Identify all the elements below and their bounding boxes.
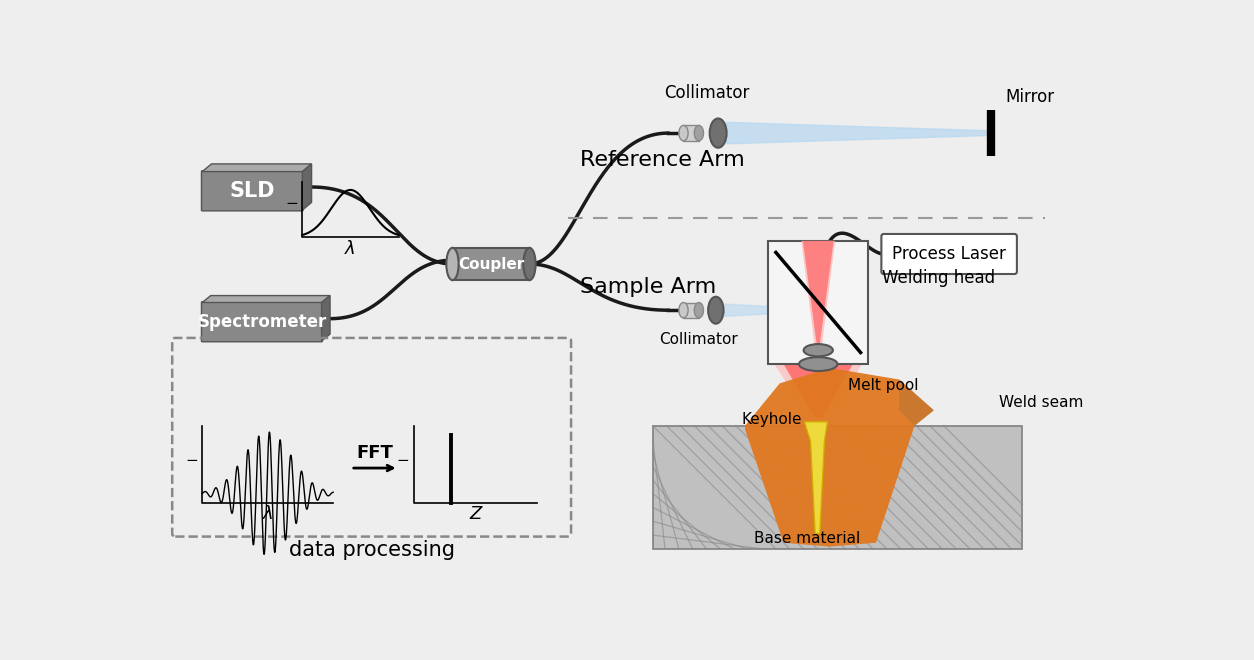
Text: Melt pool: Melt pool — [849, 378, 919, 393]
Polygon shape — [683, 302, 698, 318]
Text: Mirror: Mirror — [1006, 88, 1055, 106]
Ellipse shape — [446, 248, 459, 280]
Text: Keyhole: Keyhole — [742, 412, 803, 427]
Polygon shape — [202, 164, 311, 172]
Text: Process Laser: Process Laser — [892, 245, 1006, 263]
Text: data processing: data processing — [288, 541, 455, 560]
Text: Base material: Base material — [754, 531, 860, 546]
Polygon shape — [899, 379, 934, 426]
Polygon shape — [804, 422, 828, 533]
Polygon shape — [769, 241, 868, 364]
Polygon shape — [453, 248, 529, 280]
Text: λ: λ — [345, 240, 356, 257]
Ellipse shape — [678, 125, 688, 141]
Text: Reference Arm: Reference Arm — [579, 150, 745, 170]
Text: Collimator: Collimator — [660, 332, 739, 347]
FancyBboxPatch shape — [202, 302, 322, 342]
Text: Z: Z — [469, 506, 482, 523]
Polygon shape — [652, 426, 1022, 549]
Ellipse shape — [799, 357, 838, 371]
Ellipse shape — [695, 302, 703, 318]
Ellipse shape — [523, 248, 535, 280]
Polygon shape — [302, 164, 311, 210]
Polygon shape — [784, 364, 853, 418]
Polygon shape — [683, 125, 698, 141]
Ellipse shape — [709, 297, 724, 323]
Text: FFT: FFT — [356, 444, 394, 461]
Text: −: − — [396, 453, 410, 468]
Polygon shape — [726, 122, 992, 144]
Ellipse shape — [695, 125, 703, 141]
Polygon shape — [202, 296, 330, 302]
Polygon shape — [801, 241, 835, 344]
Text: −: − — [285, 196, 298, 211]
Text: Sample Arm: Sample Arm — [579, 277, 716, 297]
Text: Spectrometer: Spectrometer — [197, 313, 326, 331]
Text: −: − — [186, 453, 198, 468]
Text: SLD: SLD — [229, 181, 275, 201]
Text: λ: λ — [262, 506, 273, 523]
Polygon shape — [774, 364, 861, 418]
Ellipse shape — [710, 119, 726, 148]
Text: Collimator: Collimator — [663, 84, 750, 102]
Polygon shape — [724, 304, 769, 316]
Polygon shape — [321, 296, 330, 341]
Text: Welding head: Welding head — [882, 269, 996, 287]
Ellipse shape — [678, 302, 688, 318]
Text: Weld seam: Weld seam — [999, 395, 1083, 410]
Polygon shape — [803, 241, 834, 344]
FancyBboxPatch shape — [202, 171, 303, 211]
Ellipse shape — [804, 344, 833, 356]
FancyBboxPatch shape — [882, 234, 1017, 274]
Polygon shape — [745, 368, 934, 546]
Text: Coupler: Coupler — [458, 257, 524, 271]
